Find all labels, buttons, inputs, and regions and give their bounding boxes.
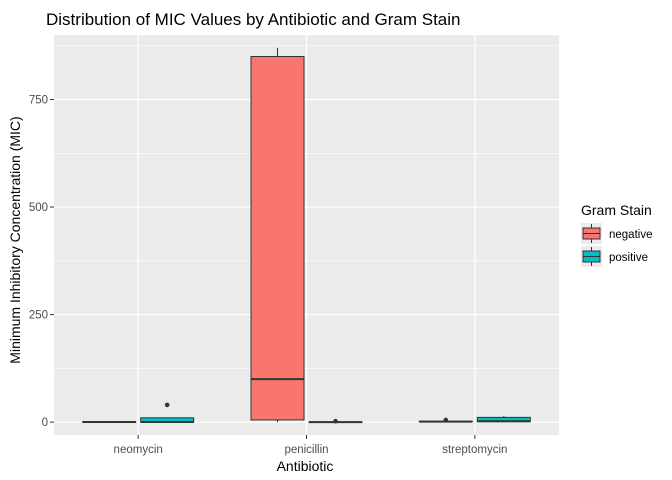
box-positive-neomycin [140,402,195,424]
x-tick-label: streptomycin [442,444,507,456]
y-axis-title: Minimum Inhibitory Concentration (MIC) [7,116,23,363]
outlier-point [443,417,449,423]
box-marks [82,47,531,424]
legend-item-negative: negative [581,223,652,244]
outlier-point [333,418,338,424]
box-positive-streptomycin [476,416,531,423]
x-tick-label: neomycin [114,444,163,456]
y-tick-label: 250 [29,310,48,322]
box-body [250,56,305,421]
chart-title: Distribution of MIC Values by Antibiotic… [46,10,460,29]
outlier-point [164,402,170,408]
legend-item-positive: positive [581,246,648,267]
legend: Gram Stain negative positive [581,202,652,267]
plot-panel [54,35,559,435]
box-negative-penicillin [250,47,305,423]
box-positive-penicillin [308,418,363,424]
legend-label: positive [609,252,648,264]
x-axis-title: Antibiotic [277,458,334,474]
legend-label: negative [609,229,652,241]
y-tick-label: 750 [29,95,48,107]
x-tick-label: penicillin [284,444,328,456]
box-negative-streptomycin [418,417,473,423]
axes: 0 250 500 750 neomycin penicillin streptomycin [29,95,508,456]
y-tick-label: 500 [29,202,48,214]
y-tick-label: 0 [42,417,48,429]
box-negative-neomycin [82,421,137,424]
legend-title: Gram Stain [581,202,652,218]
